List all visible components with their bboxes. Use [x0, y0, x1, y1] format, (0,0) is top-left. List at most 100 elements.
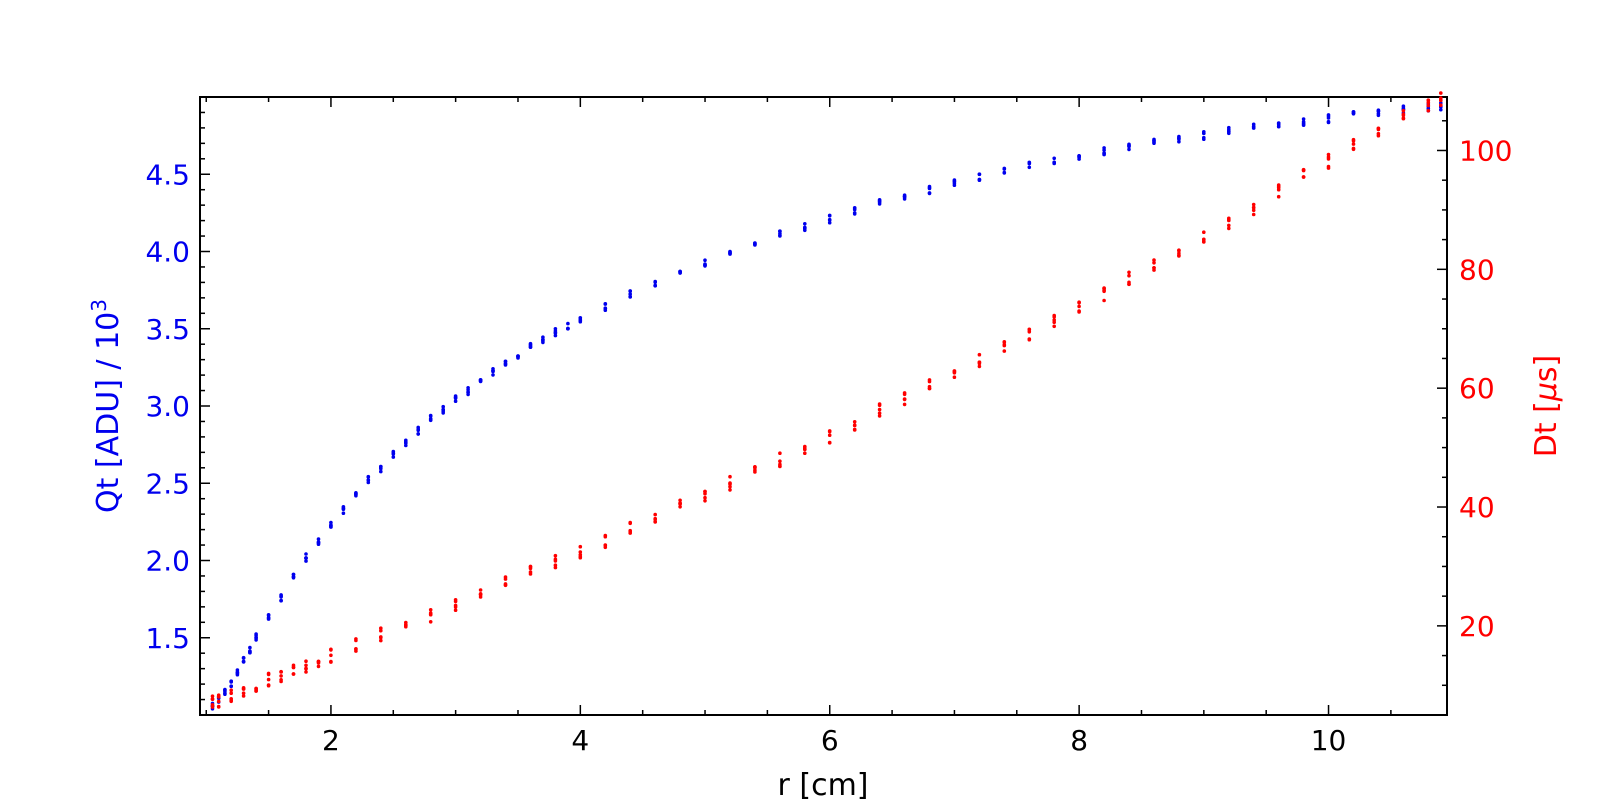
qt-point [304, 552, 308, 556]
qt-point [566, 321, 570, 326]
dt-point [827, 440, 832, 445]
dt-point [1202, 240, 1206, 244]
qt-point [1052, 160, 1056, 165]
dt-point [266, 683, 271, 688]
y-right-tick-label: 80 [1459, 253, 1495, 286]
dt-point [1251, 205, 1256, 210]
qt-point [1027, 165, 1032, 170]
qt-point [254, 638, 258, 642]
dt-point [703, 495, 707, 500]
dt-point [210, 705, 215, 709]
dt-point [977, 361, 982, 366]
qt-point [1102, 146, 1106, 150]
dt-point [1326, 164, 1331, 169]
qt-point [466, 390, 470, 395]
dt-point [379, 626, 383, 630]
dt-point [1152, 258, 1156, 262]
dt-point [1177, 251, 1181, 256]
dt-point [952, 370, 957, 374]
qt-point [1326, 119, 1331, 124]
dt-point [778, 451, 782, 456]
dt-point [254, 689, 258, 693]
qt-point [441, 404, 446, 409]
dt-point [1002, 349, 1007, 353]
y-left-tick-label: 3.5 [145, 313, 190, 346]
x-tick-label: 10 [1311, 724, 1347, 757]
qt-point [453, 394, 458, 398]
qt-point [1439, 107, 1443, 112]
qt-point [553, 330, 558, 335]
qt-point [229, 684, 233, 689]
y-right-tick-label: 40 [1459, 491, 1495, 524]
qt-point [316, 537, 321, 541]
dt-point [1426, 100, 1431, 105]
dt-point [1301, 175, 1306, 179]
qt-point [235, 671, 240, 676]
dt-point [1376, 126, 1381, 131]
dt-point [266, 677, 271, 682]
dt-point [1401, 113, 1406, 118]
qt-point [1202, 135, 1206, 140]
x-tick-label: 2 [322, 724, 340, 757]
dt-point [1102, 298, 1106, 303]
qt-point [441, 411, 446, 415]
qt-point [354, 491, 358, 495]
dt-point [703, 491, 707, 496]
qt-point [241, 659, 246, 664]
qt-point [827, 218, 832, 222]
qt-point [927, 191, 932, 196]
qt-point [1052, 156, 1056, 161]
dt-point [1351, 142, 1356, 146]
qt-point [428, 413, 433, 418]
dt-point [404, 623, 408, 627]
dt-point [1077, 300, 1081, 305]
dt-point [329, 647, 333, 652]
qt-point [852, 207, 857, 212]
plot-frame [199, 96, 1448, 716]
dt-point [229, 688, 233, 692]
qt-point [379, 469, 383, 474]
dt-point [1052, 320, 1056, 325]
qt-point [248, 649, 252, 653]
axis-tick-labels: 2 4 6 8 10 1.5 2.0 2.5 3.0 3.5 4.0 4.5 20 40 60 80 100 [145, 134, 1512, 757]
dt-point [304, 659, 308, 663]
dt-point [1202, 230, 1206, 234]
y-axis-label-left: Qt [ADU] / 103 [87, 299, 126, 513]
dt-point [1351, 137, 1356, 142]
y-right-tick-label: 60 [1459, 372, 1495, 405]
dt-point [778, 459, 782, 464]
qt-point [291, 572, 296, 577]
y-right-tick-label: 20 [1459, 610, 1495, 643]
dt-point [229, 691, 233, 695]
qt-point [1127, 147, 1131, 152]
dt-point [1251, 208, 1256, 213]
qt-point [291, 575, 296, 579]
qt-point [541, 335, 545, 340]
qt-point [553, 333, 558, 338]
dt-point [316, 659, 321, 664]
dt-point [1276, 187, 1281, 192]
dt-point [678, 505, 682, 509]
dt-point [1439, 103, 1443, 107]
dt-point [279, 674, 283, 678]
dt-point [266, 671, 271, 676]
dt-point [453, 608, 458, 612]
dt-point [210, 697, 215, 701]
qt-point [404, 443, 408, 448]
dt-point [553, 557, 558, 562]
x-tick-label: 4 [571, 724, 589, 757]
qt-point [491, 373, 495, 377]
qt-point [1301, 121, 1306, 125]
qt-point [952, 178, 957, 182]
dt-point [578, 550, 583, 554]
dt-point [703, 499, 707, 503]
dt-point [478, 588, 483, 592]
dt-point [803, 451, 807, 456]
qt-point [578, 317, 583, 322]
qt-point [1401, 104, 1406, 108]
dt-point [1052, 324, 1056, 329]
dt-point [977, 352, 982, 357]
qt-point [516, 356, 520, 360]
dt-point [1227, 223, 1231, 228]
qt-point [877, 198, 882, 203]
